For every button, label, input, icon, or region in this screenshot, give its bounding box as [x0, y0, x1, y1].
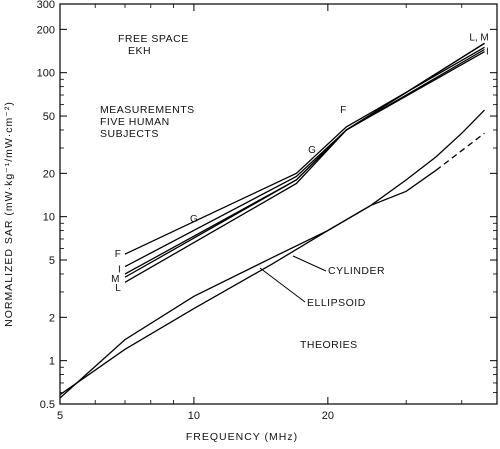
series-lines — [59, 42, 485, 399]
tick-labels: 0.5 1 2 5 10 20 50 100 200 300 5 10 20 — [37, 0, 334, 422]
point-label: F — [115, 249, 121, 260]
point-label: F — [340, 105, 346, 116]
annotation-cylinder: CYLINDER — [328, 265, 385, 277]
series-cylinder-dashed — [435, 132, 485, 171]
y-tick-label: 2 — [49, 312, 55, 324]
point-label: I — [118, 264, 121, 275]
tick-marks — [59, 3, 497, 405]
y-tick-label: 10 — [43, 212, 55, 224]
y-tick-label: 50 — [43, 111, 55, 123]
y-tick-label: 20 — [43, 168, 55, 180]
plot-frame — [59, 3, 498, 405]
point-label: I — [486, 47, 489, 58]
point-label: L — [115, 283, 121, 294]
y-tick-label: 0.5 — [40, 399, 55, 411]
x-axis-label: FREQUENCY (MHz) — [186, 431, 298, 443]
annotation-ellipsoid: ELLIPSOID — [307, 297, 366, 309]
series-g — [124, 48, 485, 268]
series-f — [124, 46, 485, 255]
series-l — [124, 42, 485, 283]
series-ellipsoid — [59, 169, 437, 399]
point-label: L, M — [469, 33, 488, 44]
point-label: G — [190, 214, 198, 225]
y-axis-label: NORMALIZED SAR (mW·kg⁻¹/mW·cm⁻²) — [3, 101, 15, 327]
annotation-subjects: SUBJECTS — [100, 128, 159, 140]
annotation-theories: THEORIES — [300, 339, 358, 351]
series-i — [124, 51, 485, 275]
y-tick-label: 1 — [49, 356, 55, 368]
cylinder-leader — [292, 255, 327, 272]
annotation-free-space: FREE SPACE — [118, 33, 189, 45]
point-label: G — [308, 145, 316, 156]
y-tick-label: 300 — [37, 0, 55, 11]
point-label: M — [111, 274, 119, 285]
x-tick-label: 20 — [322, 410, 334, 422]
annotation-five-human: FIVE HUMAN — [100, 116, 170, 128]
y-tick-label: 200 — [37, 24, 55, 36]
y-tick-label: 5 — [49, 255, 55, 267]
ellipsoid-leader — [259, 267, 306, 303]
series-cylinder — [59, 109, 485, 396]
x-tick-label: 10 — [188, 410, 200, 422]
x-tick-label: 5 — [57, 410, 63, 422]
y-tick-label: 100 — [37, 68, 55, 80]
annotation-measurements: MEASUREMENTS — [100, 104, 195, 116]
annotation-ekh: EKH — [128, 45, 151, 57]
